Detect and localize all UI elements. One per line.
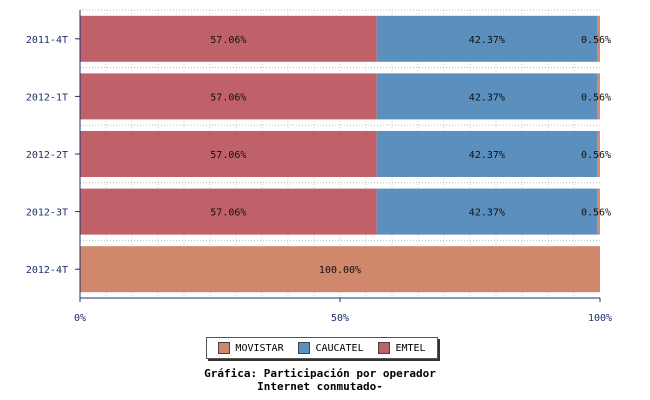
category-label: 2012-2T: [26, 150, 68, 161]
legend-swatch-emtel: [378, 342, 391, 354]
category-label: 2012-1T: [26, 92, 68, 103]
bar-segment: [80, 188, 377, 235]
chart-title: Gráfica: Participación por operador: [204, 367, 436, 380]
data-label: 100.00%: [319, 265, 361, 276]
bar-segment: [80, 246, 600, 293]
data-label: 42.37%: [469, 208, 505, 219]
data-label: 57.06%: [210, 150, 246, 161]
bar-segment: [597, 73, 600, 120]
data-label: 0.56%: [581, 208, 611, 219]
category-label: 2012-4T: [26, 265, 68, 276]
x-tick-label: 0%: [74, 313, 86, 324]
data-label: 0.56%: [581, 35, 611, 46]
legend-label-caucatel: CAUCATEL: [315, 342, 364, 354]
bar-segment: [80, 15, 377, 62]
data-label: 57.06%: [210, 92, 246, 103]
data-label: 42.37%: [469, 35, 505, 46]
data-label: 42.37%: [469, 150, 505, 161]
legend-label-movistar: MOVISTAR: [235, 342, 284, 354]
bar-segment: [376, 188, 598, 235]
x-tick-label: 50%: [331, 313, 349, 324]
legend-item-caucatel: CAUCATEL: [298, 342, 364, 354]
bar-segment: [597, 131, 600, 177]
bar-segment: [80, 131, 377, 177]
data-label: 0.56%: [581, 150, 611, 161]
chart-legend: MOVISTAR CAUCATEL EMTEL: [206, 337, 438, 359]
bar-segment: [597, 15, 600, 62]
bar-segment: [376, 73, 598, 120]
data-label: 57.06%: [210, 208, 246, 219]
bar-segment: [80, 73, 377, 120]
legend-item-emtel: EMTEL: [378, 342, 426, 354]
category-label: 2012-3T: [26, 208, 68, 219]
chart-subtitle: Internet conmutado-: [257, 380, 383, 393]
data-label: 42.37%: [469, 92, 505, 103]
legend-item-movistar: MOVISTAR: [218, 342, 284, 354]
bar-segment: [376, 15, 598, 62]
data-label: 57.06%: [210, 35, 246, 46]
legend-label-emtel: EMTEL: [395, 342, 426, 354]
legend-swatch-caucatel: [298, 342, 311, 354]
bar-segment: [376, 131, 598, 177]
data-label: 0.56%: [581, 92, 611, 103]
x-tick-label: 100%: [588, 313, 612, 324]
legend-swatch-movistar: [218, 342, 231, 354]
category-label: 2011-4T: [26, 35, 68, 46]
bar-segment: [597, 188, 600, 235]
